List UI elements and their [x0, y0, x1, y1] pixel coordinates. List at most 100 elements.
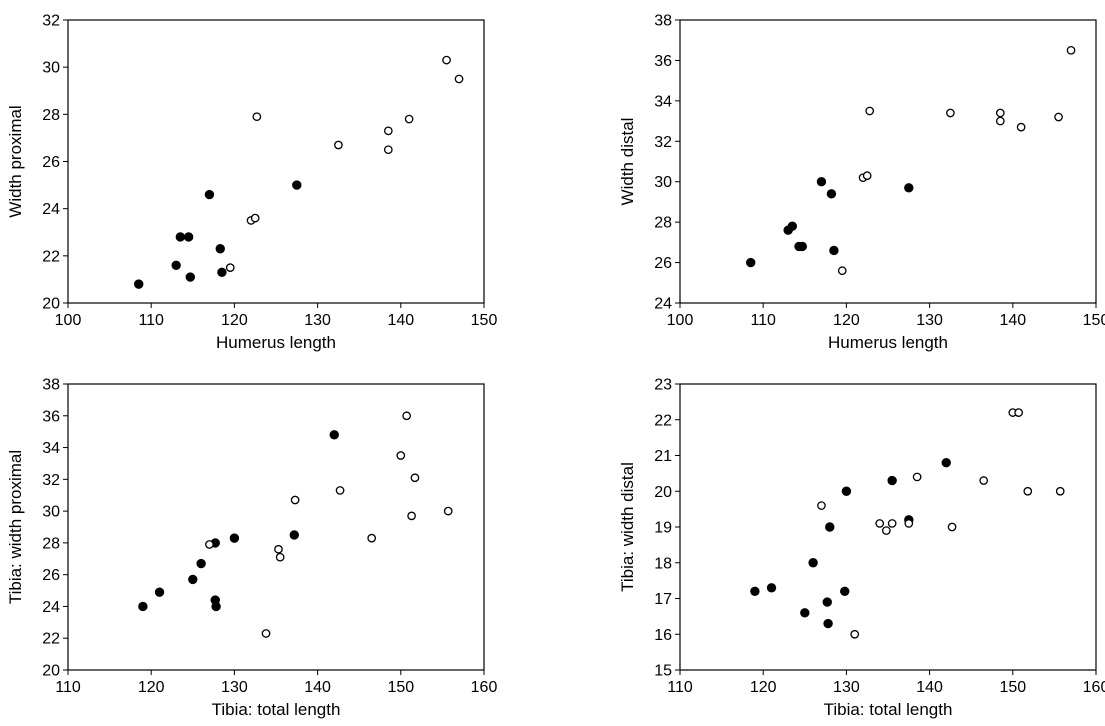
data-point-open — [912, 472, 922, 482]
data-point-open — [404, 114, 414, 124]
data-point-filled — [289, 530, 300, 540]
x-tick-label: 120 — [221, 312, 248, 329]
data-point-open — [1066, 45, 1076, 55]
data-point-open — [275, 552, 285, 562]
y-axis-title: Tibia: width distal — [618, 462, 637, 592]
data-point-open — [443, 506, 453, 516]
x-tick-label: 140 — [999, 312, 1026, 329]
data-point-filled — [215, 244, 225, 254]
data-point-open — [1023, 486, 1033, 496]
y-tick-label: 24 — [654, 296, 672, 313]
data-point-filled — [746, 257, 756, 268]
plot-frame — [67, 383, 485, 671]
y-tick-label: 16 — [654, 627, 672, 644]
y-tick-label: 17 — [654, 591, 672, 608]
y-tick-label: 28 — [42, 107, 60, 124]
y-tick-label: 20 — [654, 484, 672, 501]
y-tick-label: 36 — [42, 408, 60, 425]
x-axis-title: Humerus length — [828, 333, 948, 352]
data-point-open — [837, 266, 847, 276]
data-point-filled — [840, 586, 850, 597]
x-tick-label: 140 — [304, 679, 331, 696]
y-axis-title: Width proximal — [6, 105, 25, 217]
chart-2: 100 110 120 130 140 150 24 26 28 30 32 34 36 38 Humeru… — [618, 13, 1105, 353]
data-point-filled — [887, 475, 897, 486]
x-tick-label: 150 — [471, 312, 498, 329]
data-point-open — [454, 74, 464, 84]
y-tick-label: 23 — [654, 377, 672, 394]
x-axis-title: Tibia: total length — [212, 700, 341, 719]
data-point-filled — [787, 221, 798, 231]
y-tick-label: 18 — [654, 555, 672, 572]
y-tick-label: 38 — [42, 377, 60, 394]
y-tick-label: 28 — [42, 535, 60, 552]
data-point-filled — [750, 586, 760, 597]
y-tick-label: 22 — [42, 631, 60, 648]
y-tick-label: 30 — [654, 174, 672, 191]
data-point-filled — [217, 267, 227, 278]
chart-1: 100 110 120 130 140 150 20 22 24 26 28 30 32 Humerus … — [6, 13, 497, 353]
y-tick-label: 20 — [42, 663, 60, 680]
x-tick-label: 150 — [1083, 312, 1105, 329]
y-tick-label: 21 — [654, 448, 672, 465]
x-tick-label: 120 — [833, 312, 860, 329]
data-point-filled — [329, 430, 339, 440]
data-point-open — [887, 519, 897, 528]
y-tick-label: 19 — [654, 520, 672, 537]
data-point-open — [205, 540, 214, 549]
y-tick-label: 34 — [42, 440, 60, 457]
data-point-open — [410, 473, 420, 483]
chart-3: 110 120 130 140 150 160 20 22 24 26 28 30 32 34 36 38 Ti… — [6, 377, 497, 720]
data-point-open — [1014, 408, 1023, 417]
y-tick-label: 20 — [42, 296, 60, 313]
data-point-open — [904, 519, 914, 528]
data-point-filled — [823, 618, 833, 629]
data-point-filled — [797, 241, 808, 252]
y-tick-label: 22 — [654, 412, 672, 429]
data-point-filled — [822, 597, 832, 607]
data-point-filled — [211, 601, 221, 612]
data-point-filled — [138, 601, 148, 612]
y-tick-label: 22 — [42, 248, 60, 265]
y-tick-label: 24 — [42, 599, 60, 616]
data-point-open — [881, 526, 891, 535]
data-point-open — [252, 112, 262, 122]
data-point-open — [250, 213, 260, 223]
data-point-open — [383, 126, 393, 136]
y-tick-label: 30 — [42, 504, 60, 521]
y-tick-label: 26 — [654, 255, 672, 272]
x-tick-label: 110 — [55, 679, 81, 696]
data-point-filled — [841, 486, 852, 496]
y-tick-label: 38 — [654, 13, 672, 30]
data-point-open — [862, 171, 872, 180]
data-point-open — [407, 511, 416, 521]
data-point-open — [335, 486, 345, 495]
data-point-filled — [800, 608, 810, 618]
chart-4: 110 120 130 140 150 160 15 16 17 18 19 20 21 22 23 Tibi… — [618, 377, 1105, 720]
data-point-open — [946, 108, 955, 118]
data-point-filled — [941, 457, 951, 468]
x-tick-label: 110 — [750, 312, 776, 329]
x-tick-label: 140 — [387, 312, 414, 329]
data-point-open — [865, 106, 875, 116]
data-point-filled — [154, 587, 165, 597]
y-tick-label: 32 — [654, 134, 672, 151]
y-axis-title: Width distal — [618, 118, 637, 206]
data-point-filled — [825, 522, 835, 532]
data-point-open — [947, 522, 957, 532]
data-point-open — [396, 451, 406, 460]
data-point-filled — [766, 583, 777, 593]
x-tick-label: 130 — [833, 679, 860, 696]
data-point-filled — [134, 279, 144, 289]
data-point-open — [1054, 112, 1063, 122]
x-tick-label: 110 — [138, 312, 164, 329]
x-tick-label: 110 — [667, 679, 693, 696]
data-point-filled — [196, 558, 206, 569]
data-point-filled — [183, 232, 194, 242]
x-tick-label: 140 — [916, 679, 943, 696]
x-tick-label: 120 — [138, 679, 165, 696]
data-point-open — [383, 145, 393, 155]
data-point-open — [334, 140, 343, 150]
data-point-filled — [171, 260, 181, 270]
